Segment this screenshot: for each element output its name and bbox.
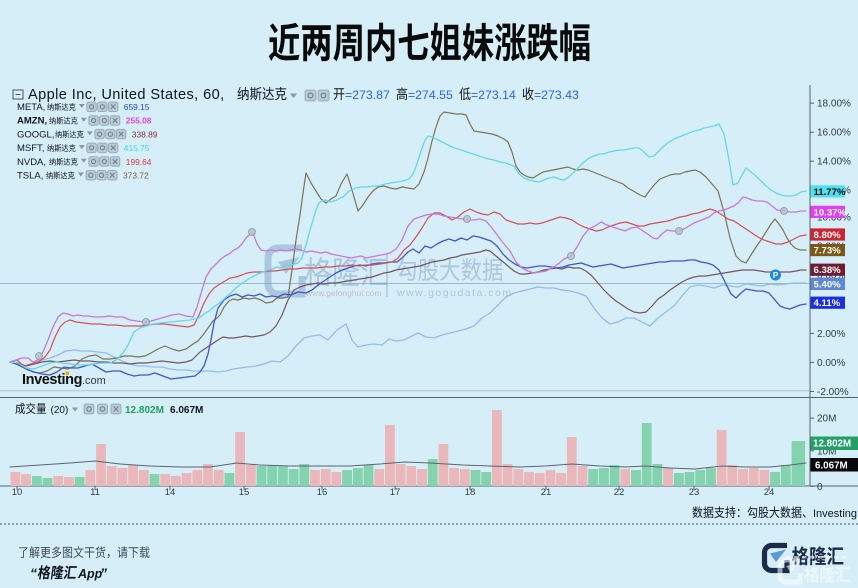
svg-text:=274.55: =274.55	[408, 88, 453, 102]
svg-text:App: App	[77, 567, 103, 581]
svg-text:(20): (20)	[51, 405, 69, 416]
svg-text:16: 16	[317, 487, 328, 498]
svg-text:24: 24	[764, 487, 775, 498]
svg-text:23: 23	[689, 487, 700, 498]
svg-text:0: 0	[817, 482, 823, 493]
svg-text:=273.87: =273.87	[345, 88, 390, 102]
svg-text:199.64: 199.64	[126, 157, 152, 167]
svg-text:18: 18	[465, 487, 476, 498]
svg-text:11: 11	[90, 487, 100, 498]
svg-text:www.gelonghui.com: www.gelonghui.com	[305, 288, 382, 298]
svg-text:7.73%: 7.73%	[814, 246, 842, 257]
svg-text:=273.14: =273.14	[471, 88, 516, 102]
svg-text:10.37%: 10.37%	[814, 207, 847, 218]
svg-text:14: 14	[165, 487, 176, 498]
svg-text:12.802M: 12.802M	[125, 405, 164, 416]
svg-text:22: 22	[614, 487, 625, 498]
svg-text:14.00%: 14.00%	[817, 157, 851, 168]
svg-text:GOOGL,: GOOGL,	[17, 129, 54, 140]
svg-text:10.00%: 10.00%	[817, 213, 851, 224]
svg-text:6.067M: 6.067M	[170, 405, 203, 416]
svg-text:10: 10	[12, 487, 23, 498]
svg-text:20M: 20M	[817, 414, 836, 425]
svg-text:=273.43: =273.43	[534, 88, 579, 102]
svg-text:”: ”	[100, 565, 107, 581]
svg-text:4.11%: 4.11%	[814, 298, 841, 309]
svg-text:5.40%: 5.40%	[814, 279, 842, 290]
svg-text:0.00%: 0.00%	[817, 358, 845, 369]
svg-text:Investing: Investing	[22, 372, 82, 388]
svg-text:AMZN,: AMZN,	[17, 116, 47, 127]
svg-text:.com: .com	[82, 375, 106, 387]
svg-text:6.00%: 6.00%	[817, 271, 845, 282]
svg-text:338.89: 338.89	[132, 129, 158, 139]
svg-text:Investing: Investing	[813, 508, 857, 520]
svg-text:659.15: 659.15	[124, 102, 150, 112]
svg-text:6.38%: 6.38%	[814, 265, 842, 276]
svg-text:15: 15	[239, 487, 250, 498]
svg-text:17: 17	[390, 487, 401, 498]
svg-text:18.00%: 18.00%	[817, 99, 851, 110]
svg-text:415.75: 415.75	[124, 143, 150, 153]
svg-text:12.802M: 12.802M	[813, 439, 851, 450]
svg-text:TSLA,: TSLA,	[17, 171, 43, 182]
svg-text:255.08: 255.08	[126, 116, 152, 126]
svg-text:-2.00%: -2.00%	[817, 387, 849, 398]
svg-text:2.00%: 2.00%	[817, 329, 845, 340]
svg-text:373.72: 373.72	[123, 171, 149, 181]
svg-text:8.80%: 8.80%	[814, 230, 842, 241]
svg-text:www.gogudata.com: www.gogudata.com	[396, 287, 513, 299]
svg-text:P: P	[773, 271, 779, 280]
svg-text:“: “	[30, 565, 37, 581]
svg-text:6.067M: 6.067M	[815, 460, 848, 471]
svg-text:11.77%: 11.77%	[814, 187, 846, 198]
svg-text:16.00%: 16.00%	[817, 128, 851, 139]
svg-text:21: 21	[541, 487, 552, 498]
svg-text:NVDA,: NVDA,	[17, 157, 46, 168]
svg-text:MSFT,: MSFT,	[17, 143, 44, 154]
svg-text:Apple Inc, United States, 60,: Apple Inc, United States, 60,	[28, 87, 225, 103]
svg-text:10M: 10M	[817, 446, 836, 457]
svg-text:META,: META,	[17, 102, 45, 113]
